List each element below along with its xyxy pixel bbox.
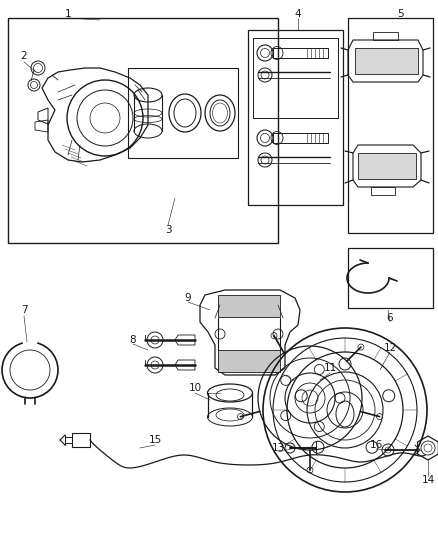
Text: 8: 8 bbox=[130, 335, 136, 345]
Text: 10: 10 bbox=[188, 383, 201, 393]
Text: 3: 3 bbox=[165, 225, 171, 235]
Text: 13: 13 bbox=[272, 443, 285, 453]
Bar bbox=[72, 433, 90, 447]
Bar bbox=[253, 38, 338, 118]
Text: 14: 14 bbox=[421, 475, 434, 485]
Text: 6: 6 bbox=[387, 313, 393, 323]
Text: 15: 15 bbox=[148, 435, 162, 445]
Bar bbox=[128, 68, 238, 158]
Text: 2: 2 bbox=[21, 51, 27, 61]
Text: 7: 7 bbox=[21, 305, 27, 315]
Bar bbox=[8, 18, 278, 243]
Text: 4: 4 bbox=[295, 9, 301, 19]
Bar bbox=[273, 133, 328, 143]
Bar bbox=[273, 48, 328, 58]
Text: 11: 11 bbox=[323, 363, 337, 373]
Text: 9: 9 bbox=[185, 293, 191, 303]
Text: 12: 12 bbox=[383, 343, 397, 353]
Bar bbox=[218, 350, 280, 372]
Text: 1: 1 bbox=[65, 9, 71, 19]
Bar bbox=[218, 295, 280, 317]
Bar bbox=[358, 153, 416, 179]
Bar bbox=[355, 48, 418, 74]
Bar bbox=[348, 18, 433, 233]
Text: 5: 5 bbox=[397, 9, 403, 19]
Text: 16: 16 bbox=[369, 440, 383, 450]
Bar bbox=[248, 30, 343, 205]
Bar bbox=[348, 248, 433, 308]
